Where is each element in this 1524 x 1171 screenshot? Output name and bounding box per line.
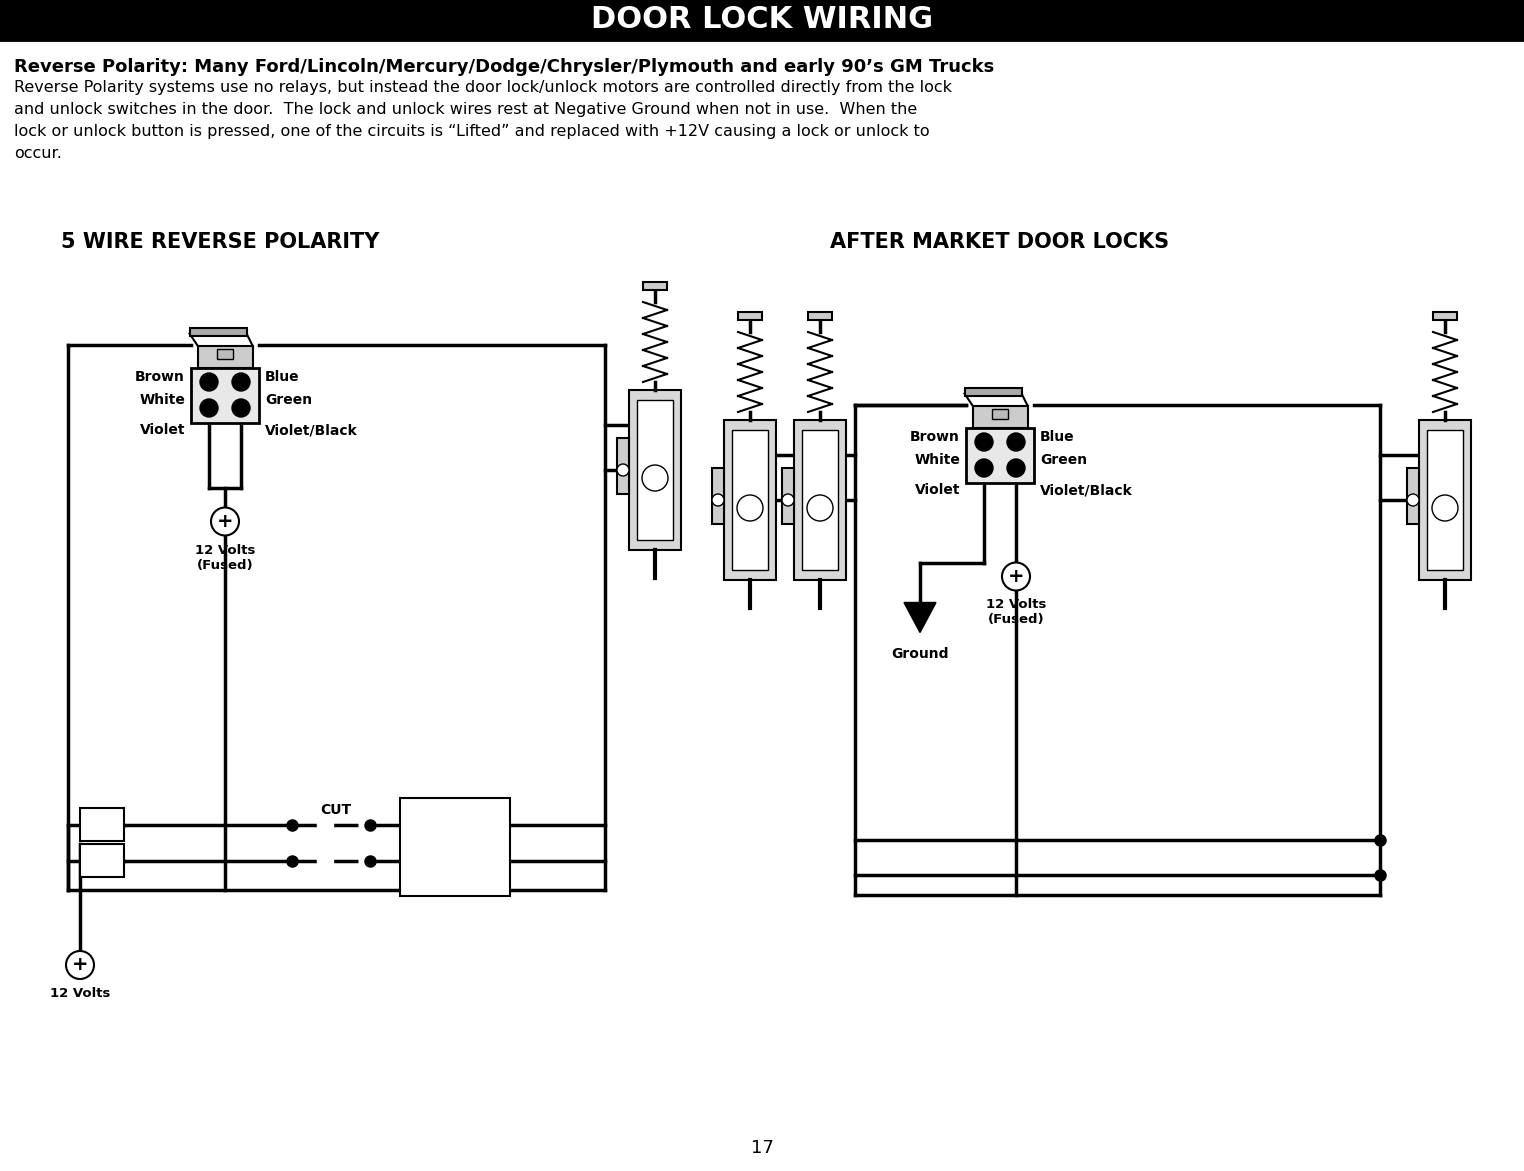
Bar	[972, 405, 1027, 427]
Text: Violet/Black: Violet/Black	[1039, 482, 1132, 497]
Circle shape	[975, 433, 994, 451]
Circle shape	[975, 459, 994, 477]
Text: Green: Green	[265, 393, 312, 408]
Bar	[190, 368, 259, 423]
Bar	[724, 420, 776, 580]
Circle shape	[232, 374, 250, 391]
Text: Brown: Brown	[910, 430, 960, 444]
Circle shape	[200, 399, 218, 417]
Bar	[738, 311, 762, 320]
Bar	[782, 468, 794, 523]
Text: lock or unlock button is pressed, one of the circuits is “Lifted” and replaced w: lock or unlock button is pressed, one of…	[14, 124, 930, 139]
Text: Module: Module	[430, 860, 480, 874]
Text: Brown: Brown	[136, 370, 184, 384]
Text: 5 WIRE REVERSE POLARITY: 5 WIRE REVERSE POLARITY	[61, 232, 379, 252]
Text: Blue: Blue	[265, 370, 300, 384]
Text: Ground: Ground	[892, 648, 949, 662]
Text: Violet: Violet	[914, 482, 960, 497]
Text: 12 Volts: 12 Volts	[50, 987, 110, 1000]
Circle shape	[1407, 494, 1419, 506]
Circle shape	[66, 951, 94, 979]
Text: occur.: occur.	[14, 146, 62, 160]
Circle shape	[1433, 495, 1458, 521]
Bar	[1426, 430, 1463, 570]
Circle shape	[738, 495, 764, 521]
Text: White: White	[139, 393, 184, 408]
Circle shape	[1007, 459, 1026, 477]
Text: Reverse Polarity systems use no relays, but instead the door lock/unlock motors : Reverse Polarity systems use no relays, …	[14, 80, 952, 95]
Bar	[643, 282, 668, 290]
Circle shape	[642, 465, 668, 491]
Bar	[198, 345, 253, 368]
Polygon shape	[904, 603, 936, 632]
Text: and unlock switches in the door.  The lock and unlock wires rest at Negative Gro: and unlock switches in the door. The loc…	[14, 102, 917, 117]
Circle shape	[232, 399, 250, 417]
Bar	[79, 808, 123, 841]
Bar	[1419, 420, 1471, 580]
Circle shape	[712, 494, 724, 506]
Text: 17: 17	[750, 1139, 774, 1157]
Text: (Fused): (Fused)	[197, 559, 253, 571]
Bar	[808, 311, 832, 320]
Circle shape	[617, 464, 629, 475]
Bar	[732, 430, 768, 570]
Bar	[189, 328, 247, 336]
Text: CUT: CUT	[320, 802, 352, 816]
Bar	[712, 468, 724, 523]
Text: +: +	[1007, 567, 1024, 586]
Text: Green: Green	[1039, 453, 1087, 467]
Bar	[216, 349, 233, 358]
Bar	[992, 409, 1007, 418]
Bar	[79, 844, 123, 877]
Bar	[399, 797, 511, 896]
Circle shape	[200, 374, 218, 391]
Bar	[1407, 468, 1419, 523]
Circle shape	[1001, 562, 1030, 590]
Bar	[637, 400, 674, 540]
Text: (Fused): (Fused)	[988, 614, 1044, 626]
Text: 12 Volts: 12 Volts	[986, 598, 1045, 611]
Text: Violet: Violet	[140, 423, 184, 437]
Text: Violet/Black: Violet/Black	[265, 423, 358, 437]
Text: +: +	[72, 956, 88, 974]
Bar	[794, 420, 846, 580]
Bar	[1433, 311, 1457, 320]
Text: DOOR LOCK WIRING: DOOR LOCK WIRING	[591, 6, 933, 34]
Text: 12 Volts: 12 Volts	[195, 543, 255, 556]
Text: Door: Door	[439, 826, 472, 838]
Bar	[617, 438, 629, 494]
Text: AFTER MARKET DOOR LOCKS: AFTER MARKET DOOR LOCKS	[831, 232, 1169, 252]
Circle shape	[210, 507, 239, 535]
Bar	[965, 388, 1021, 396]
Circle shape	[782, 494, 794, 506]
Text: U: U	[94, 815, 108, 834]
Text: +: +	[216, 512, 233, 530]
Text: Reverse Polarity: Many Ford/Lincoln/Mercury/Dodge/Chrysler/Plymouth and early 90: Reverse Polarity: Many Ford/Lincoln/Merc…	[14, 59, 994, 76]
Circle shape	[1007, 433, 1026, 451]
Bar	[0, 0, 1524, 40]
Text: White: White	[914, 453, 960, 467]
Bar	[629, 390, 681, 550]
Text: Factory: Factory	[430, 808, 480, 822]
Bar	[802, 430, 838, 570]
Text: L: L	[96, 851, 107, 870]
Circle shape	[808, 495, 834, 521]
Bar	[966, 427, 1033, 482]
Text: Blue: Blue	[1039, 430, 1074, 444]
Text: Lock: Lock	[439, 842, 471, 856]
